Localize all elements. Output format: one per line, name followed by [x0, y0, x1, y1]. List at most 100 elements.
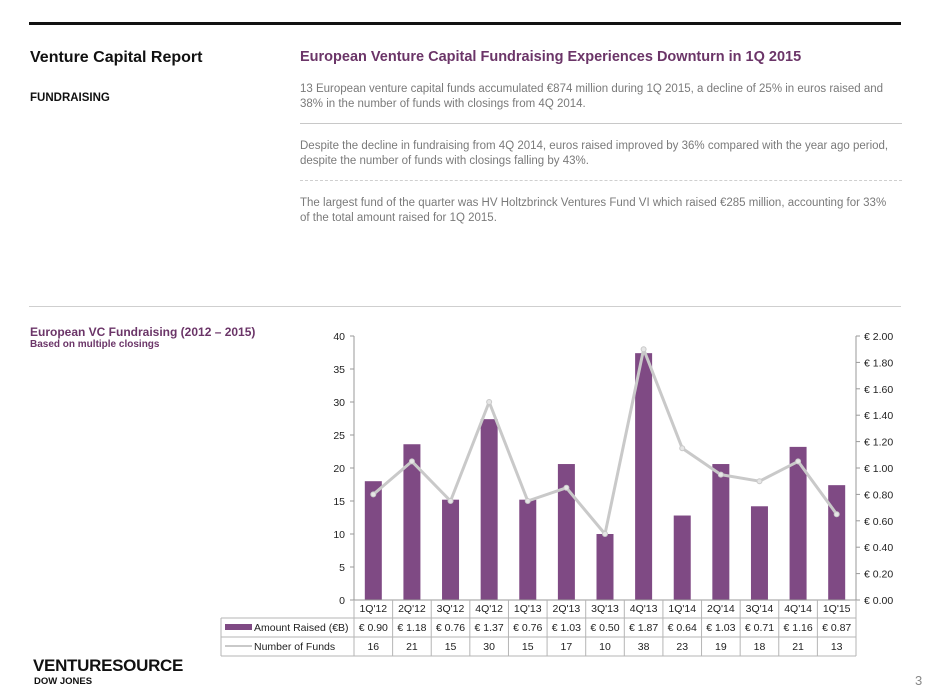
category-label: 2Q'12	[398, 603, 426, 615]
table-cell-amount-raised: € 1.18	[397, 622, 426, 634]
category-label: 2Q'13	[553, 603, 581, 615]
right-tick-label: € 0.80	[864, 489, 893, 501]
table-cell-number-of-funds: 18	[754, 641, 766, 653]
chart-subtitle: Based on multiple closings	[30, 339, 160, 350]
right-tick-label: € 1.80	[864, 357, 893, 369]
table-cell-amount-raised: € 1.03	[552, 622, 581, 634]
left-tick-label: 40	[333, 331, 345, 343]
table-cell-number-of-funds: 13	[831, 641, 843, 653]
point-number-of-funds	[408, 458, 415, 465]
right-tick-label: € 0.60	[864, 516, 893, 528]
table-cell-amount-raised: € 0.64	[668, 622, 697, 634]
divider	[300, 180, 902, 182]
legend-label-amount-raised: Amount Raised (€B)	[254, 622, 349, 634]
table-cell-amount-raised: € 0.87	[822, 622, 851, 634]
table-cell-amount-raised: € 0.76	[436, 622, 465, 634]
category-label: 4Q'14	[784, 603, 812, 615]
right-tick-label: € 0.20	[864, 569, 893, 581]
paragraph-summary: 13 European venture capital funds accumu…	[300, 83, 884, 110]
headline: European Venture Capital Fundraising Exp…	[300, 49, 802, 65]
bar-amount-raised	[442, 499, 460, 600]
table-cell-amount-raised: € 0.71	[745, 622, 774, 634]
table-cell-number-of-funds: 15	[445, 641, 457, 653]
table-cell-number-of-funds: 30	[483, 641, 495, 653]
bar-amount-raised	[364, 481, 382, 600]
table-cell-amount-raised: € 1.16	[783, 622, 812, 634]
point-number-of-funds	[833, 511, 840, 518]
left-tick-label: 25	[333, 430, 345, 442]
table-cell-number-of-funds: 10	[599, 641, 611, 653]
table-cell-number-of-funds: 38	[638, 641, 650, 653]
point-number-of-funds	[717, 471, 724, 478]
category-label: 3Q'12	[437, 603, 465, 615]
bar-amount-raised	[789, 446, 807, 600]
bar-amount-raised	[635, 353, 653, 600]
right-tick-label: € 1.40	[864, 410, 893, 422]
right-tick-label: € 1.00	[864, 463, 893, 475]
paragraph-year-comparison: Despite the decline in fundraising from …	[300, 140, 889, 167]
table-cell-number-of-funds: 21	[792, 641, 804, 653]
left-tick-label: 35	[333, 364, 345, 376]
divider	[300, 123, 902, 125]
bar-amount-raised	[673, 515, 691, 600]
table-cell-number-of-funds: 21	[406, 641, 418, 653]
table-cell-number-of-funds: 19	[715, 641, 727, 653]
point-number-of-funds	[756, 478, 763, 485]
legend-key-amount-raised	[225, 624, 252, 630]
report-title: Venture Capital Report	[30, 49, 203, 66]
point-number-of-funds	[679, 445, 686, 452]
table-cell-amount-raised: € 1.37	[475, 622, 504, 634]
left-tick-label: 15	[333, 496, 345, 508]
bar-amount-raised	[403, 444, 421, 600]
right-tick-label: € 2.00	[864, 331, 893, 343]
right-tick-label: € 1.60	[864, 384, 893, 396]
right-tick-label: € 0.00	[864, 595, 893, 607]
paragraph-largest-fund: The largest fund of the quarter was HV H…	[300, 197, 887, 224]
bar-amount-raised	[712, 464, 730, 600]
table-cell-amount-raised: € 0.76	[513, 622, 542, 634]
bar-amount-raised	[750, 506, 768, 600]
table-cell-amount-raised: € 1.03	[706, 622, 735, 634]
left-tick-label: 10	[333, 529, 345, 541]
bar-amount-raised	[557, 464, 575, 600]
top-rule	[29, 22, 901, 25]
dow-jones-logo: DOW JONES	[34, 676, 93, 687]
chart-title: European VC Fundraising (2012 – 2015)	[30, 325, 256, 339]
venturesource-logo: VENTURESOURCE	[33, 656, 184, 675]
category-label: 3Q'14	[746, 603, 774, 615]
left-tick-label: 30	[333, 397, 345, 409]
category-label: 3Q'13	[591, 603, 619, 615]
section-label: FUNDRAISING	[30, 92, 110, 104]
table-cell-amount-raised: € 0.90	[359, 622, 388, 634]
point-number-of-funds	[447, 498, 454, 504]
category-label: 1Q'14	[668, 603, 696, 615]
left-tick-label: 0	[339, 595, 345, 607]
category-label: 1Q'15	[823, 603, 851, 615]
table-cell-amount-raised: € 1.87	[629, 622, 658, 634]
table-cell-number-of-funds: 16	[367, 641, 379, 653]
point-number-of-funds	[524, 498, 531, 504]
bar-amount-raised	[480, 419, 498, 600]
page-number: 3	[915, 673, 923, 688]
point-number-of-funds	[640, 346, 647, 353]
section-divider	[29, 306, 901, 307]
table-cell-number-of-funds: 23	[676, 641, 688, 653]
bar-amount-raised	[519, 499, 537, 600]
category-label: 1Q'12	[359, 603, 387, 615]
point-number-of-funds	[602, 531, 608, 537]
table-cell-number-of-funds: 15	[522, 641, 534, 653]
point-number-of-funds	[486, 399, 493, 405]
left-tick-label: 5	[339, 562, 345, 574]
left-tick-label: 20	[333, 463, 345, 475]
bar-amount-raised	[596, 534, 614, 600]
point-number-of-funds	[370, 491, 377, 498]
bar-amount-raised	[828, 485, 846, 600]
right-tick-label: € 1.20	[864, 437, 893, 449]
point-number-of-funds	[563, 484, 570, 491]
category-label: 4Q'12	[475, 603, 503, 615]
table-cell-number-of-funds: 17	[561, 641, 573, 653]
point-number-of-funds	[795, 458, 802, 465]
category-label: 1Q'13	[514, 603, 542, 615]
category-label: 2Q'14	[707, 603, 735, 615]
